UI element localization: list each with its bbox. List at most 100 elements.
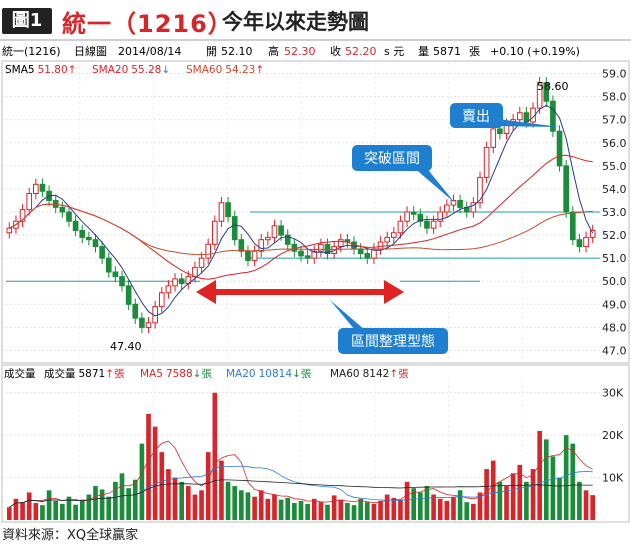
sell-callout-pointer — [490, 118, 560, 127]
candle-body — [251, 250, 258, 261]
candle-body — [457, 199, 463, 208]
vol-legend-ma20: MA20 10814↓張 — [226, 368, 312, 380]
stock-title: 統一（1216） — [62, 10, 233, 38]
candle-body — [536, 82, 543, 109]
volume-bar — [510, 473, 516, 520]
volume-bar — [550, 456, 556, 520]
moving-average-lines — [9, 104, 594, 317]
price-tick-label: 50.0 — [602, 275, 627, 288]
sma5-label: SMA5 — [5, 64, 35, 76]
candle-body — [284, 234, 291, 245]
candle-body — [384, 236, 391, 243]
sma5-arrow: ↑ — [68, 64, 77, 76]
vma5-value: 7588 — [166, 368, 193, 380]
price-axis: 59.0 58.0 57.0 56.0 55.0 54.0 53.0 52.0 51.0 50.0… — [602, 68, 627, 358]
sma20-label: SMA20 — [92, 64, 128, 76]
vma5-label: MA5 — [140, 368, 163, 380]
volume-bar — [139, 443, 145, 520]
sell-label: 賣出 — [462, 109, 490, 125]
peak-price-label: 58.60 — [537, 80, 569, 93]
volume-bar — [384, 494, 390, 520]
candle-body — [165, 285, 172, 294]
candle-body — [337, 239, 344, 248]
volume-bar — [570, 443, 576, 520]
volume-bar — [305, 503, 310, 520]
sma60-arrow: ↑ — [255, 64, 264, 76]
candle-body — [569, 211, 576, 241]
volume-bar — [73, 504, 78, 520]
volume-bar — [590, 495, 596, 520]
volume-ma5-line — [9, 440, 593, 508]
volume-bar — [543, 439, 549, 520]
candle-body — [470, 202, 477, 213]
vma60-arrow: ↑張 — [389, 368, 409, 380]
volume-tick-label: 30K — [602, 387, 624, 400]
volume-bar — [26, 492, 32, 520]
volume-bar — [252, 496, 257, 520]
volume-bar — [119, 473, 125, 520]
candle-body — [583, 236, 589, 248]
candle-body — [377, 241, 384, 250]
volume-bar — [338, 499, 344, 520]
info-stock-name: 統一(1216) — [2, 44, 61, 58]
volume-bar — [577, 481, 582, 520]
volume-tick-label: 10K — [602, 472, 624, 485]
range-label: 區間整理型態 — [351, 334, 435, 350]
volume-bar — [53, 500, 59, 520]
volume-bar — [272, 494, 277, 520]
volume-bar — [99, 489, 105, 520]
candle-body — [576, 239, 583, 248]
volume-bar — [404, 481, 410, 520]
price-tick-label: 57.0 — [602, 114, 627, 127]
volume-bar — [106, 496, 112, 520]
volume-bar — [371, 503, 377, 520]
candle-body — [178, 278, 185, 285]
candle-body — [26, 193, 33, 211]
volume-bar — [13, 498, 19, 520]
candle-body — [59, 206, 66, 213]
volume-bar — [205, 452, 211, 520]
vma60-value: 8142 — [363, 368, 390, 380]
candle-body — [311, 250, 318, 259]
volume-bar — [265, 498, 271, 520]
volume-bar — [199, 490, 204, 520]
info-close: 52.20 — [345, 45, 377, 58]
ma-legend: SMA5 51.80↑ SMA20 55.28↓ SMA60 54.23↑ — [5, 64, 264, 76]
volume-bar — [530, 469, 536, 520]
volume-bar — [225, 481, 231, 520]
candle-body — [265, 236, 271, 241]
candle-body — [556, 130, 563, 167]
candle-body — [33, 183, 39, 195]
candle-body — [450, 199, 457, 206]
vma60-label: MA60 — [330, 368, 360, 380]
volume-bar — [358, 498, 363, 520]
candle-body — [238, 239, 245, 252]
volume-bar — [477, 492, 483, 520]
candle-body — [172, 278, 178, 287]
volume-bar — [451, 496, 456, 520]
volume-bar — [6, 507, 12, 520]
volume-bar — [490, 460, 496, 520]
range-callout: 區間整理型態 — [330, 300, 448, 354]
candle-body — [410, 211, 417, 215]
candle-body — [304, 255, 311, 259]
info-close-label: 收 — [330, 44, 341, 58]
info-high-label: 高 — [268, 44, 279, 58]
chart-title: 今年以來走勢圖 — [222, 10, 369, 34]
volume-bar — [113, 481, 118, 520]
candle-body — [19, 209, 26, 222]
volume-bar — [537, 430, 542, 520]
volume-bar — [185, 486, 191, 520]
volume-bar — [378, 500, 383, 520]
vol-legend-volume: 成交量 5871↑張 — [44, 367, 125, 380]
range-callout-box — [338, 328, 448, 354]
candle-body — [198, 257, 205, 268]
candle-body — [563, 165, 569, 213]
price-tick-label: 54.0 — [602, 183, 627, 196]
candle-body — [483, 146, 490, 178]
vol-legend-title: 成交量 — [4, 367, 36, 380]
candle-body — [298, 250, 304, 257]
range-arrow-left-head — [196, 280, 216, 304]
breakout-label: 突破區間 — [364, 151, 420, 167]
